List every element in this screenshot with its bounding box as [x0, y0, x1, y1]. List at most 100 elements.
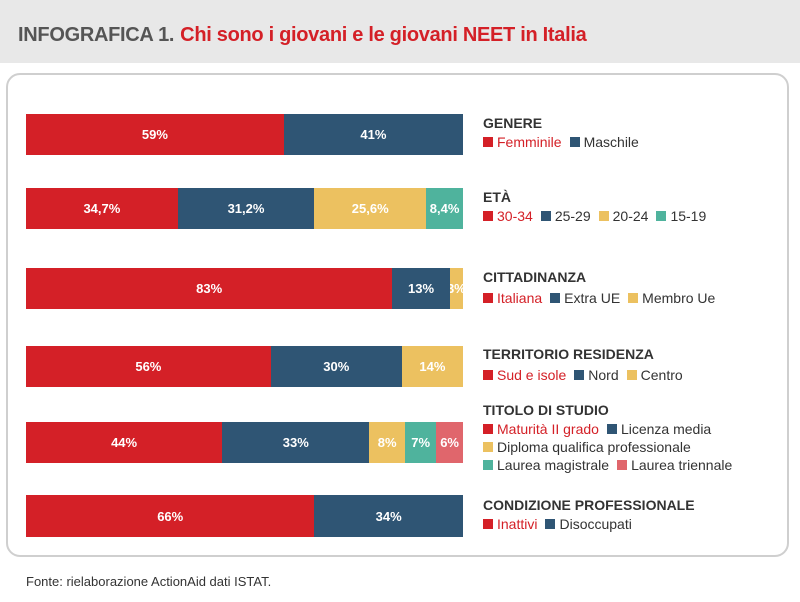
legend-swatch [617, 460, 628, 470]
stacked-bar: 83% 13% 3% [26, 268, 463, 309]
legend-label: Maschile [583, 134, 639, 150]
legend-item: Italiana [483, 289, 542, 307]
legend-swatch [574, 370, 585, 380]
data-label: 83% [196, 281, 223, 296]
legend-item: Extra UE [550, 289, 620, 307]
bar-segment: 66% [26, 495, 315, 537]
legend-item: Nord [574, 366, 619, 384]
bar-segment: 30% [270, 346, 402, 387]
legend-row: 30-34 25-29 20-24 15-19 [483, 207, 793, 225]
bar-segment: 8,4% [426, 188, 463, 229]
legend-label: Inattivi [497, 516, 538, 532]
data-label: 41% [360, 127, 387, 142]
bar-segment: 7% [405, 422, 437, 463]
data-label: 34% [375, 508, 402, 524]
legend-item: Licenza media [606, 420, 712, 438]
legend-label: Licenza media [620, 421, 712, 437]
legend-swatch [545, 519, 556, 529]
bar-segment: 83% [26, 268, 393, 309]
legend: Maturità II grado Licenza media Diploma qu… [483, 420, 793, 474]
data-label: 25,6% [351, 201, 389, 216]
legend-item: Inattivi [483, 515, 537, 533]
bar-segment: 59% [26, 114, 284, 155]
data-label: 8,4% [429, 201, 460, 216]
bar-segment: 13% [392, 268, 450, 309]
legend-label: 20-24 [612, 208, 649, 224]
legend-row: Sud e isole Nord Centro [483, 366, 793, 384]
legend-label: Sud e isole [497, 367, 567, 383]
stacked-bar: 66% 34% [26, 495, 463, 537]
legend-label: 15-19 [670, 208, 707, 224]
legend: Inattivi Disoccupati [483, 515, 793, 533]
stacked-bar: 56% 30% 14% [26, 346, 463, 387]
legend: Sud e isole Nord Centro [483, 366, 793, 384]
legend-label: Maturità II grado [497, 421, 599, 437]
stacked-bar: 34,7% 31,2% 25,6% 8,4% [26, 188, 463, 229]
legend-item: Sud e isole [483, 366, 566, 384]
legend-label: 25-29 [554, 208, 591, 224]
bar-segment: 3% [449, 268, 463, 309]
legend-row: Femminile Maschile [483, 133, 793, 151]
legend-item: Membro Ue [628, 289, 715, 307]
legend-swatch [483, 370, 493, 380]
legend-label: Laurea magistrale [497, 457, 610, 473]
bar-segment: 25,6% [314, 188, 427, 229]
legend-item: Diploma qualifica professionale [483, 438, 691, 456]
bar-segment: 31,2% [177, 188, 315, 229]
legend-row: Laurea magistrale Laurea triennale [483, 456, 793, 474]
bar-segment: 56% [26, 346, 271, 387]
legend-swatch [483, 442, 493, 452]
legend-row: Inattivi Disoccupati [483, 515, 793, 533]
bar-segment: 33% [222, 422, 370, 463]
legend: Femminile Maschile [483, 133, 793, 151]
legend-label: Extra UE [564, 290, 621, 306]
legend-swatch [606, 424, 617, 434]
legend-label: Membro Ue [642, 290, 716, 306]
legend-row: Maturità II grado Licenza media [483, 420, 793, 438]
bar-segment: 14% [401, 346, 463, 387]
legend: 30-34 25-29 20-24 15-19 [483, 207, 793, 225]
legend-row: Italiana Extra UE Membro Ue [483, 289, 793, 307]
legend-swatch [569, 137, 580, 147]
category-title: ETÀ [483, 189, 511, 205]
data-label: 56% [135, 359, 162, 374]
legend-item: 20-24 [598, 207, 649, 225]
category-title: TERRITORIO RESIDENZA [483, 346, 654, 362]
legend-swatch [656, 211, 667, 221]
legend-label: Nord [588, 367, 619, 383]
data-label: 30% [323, 359, 350, 374]
bar-segment: 41% [283, 114, 463, 155]
legend-row: Diploma qualifica professionale [483, 438, 793, 456]
category-title: CITTADINANZA [483, 269, 587, 285]
legend-label: Italiana [497, 290, 543, 306]
header-band: INFOGRAFICA 1. Chi sono i giovani e le gi… [0, 0, 800, 63]
data-label: 8% [377, 435, 397, 450]
legend-item: 25-29 [540, 207, 591, 225]
stacked-bar: 59% 41% [26, 114, 463, 155]
data-label: 6% [440, 435, 459, 450]
data-label: 13% [408, 281, 435, 296]
legend-label: Diploma qualifica professionale [497, 439, 691, 455]
data-label: 14% [419, 359, 446, 374]
legend-swatch [483, 211, 493, 221]
legend-swatch [540, 211, 551, 221]
data-label: 33% [282, 435, 309, 450]
bar-segment: 34,7% [26, 188, 178, 229]
legend-item: 15-19 [656, 207, 706, 225]
legend-item: Disoccupati [545, 515, 632, 533]
data-label: 44% [111, 435, 138, 450]
legend-swatch [483, 424, 493, 434]
legend-item: Laurea triennale [617, 456, 732, 474]
legend-label: Femminile [497, 134, 562, 150]
category-title: TITOLO DI STUDIO [483, 402, 609, 418]
data-label: 7% [411, 435, 431, 450]
legend-swatch [483, 137, 493, 147]
source-note: Fonte: rielaborazione ActionAid dati IST… [26, 574, 272, 589]
bar-segment: 34% [314, 495, 463, 537]
data-label: 66% [157, 508, 184, 524]
legend-swatch [483, 519, 493, 529]
category-title: CONDIZIONE PROFESSIONALE [483, 497, 695, 513]
legend-item: 30-34 [483, 207, 533, 225]
category-title: GENERE [483, 115, 543, 131]
legend-swatch [628, 293, 639, 303]
